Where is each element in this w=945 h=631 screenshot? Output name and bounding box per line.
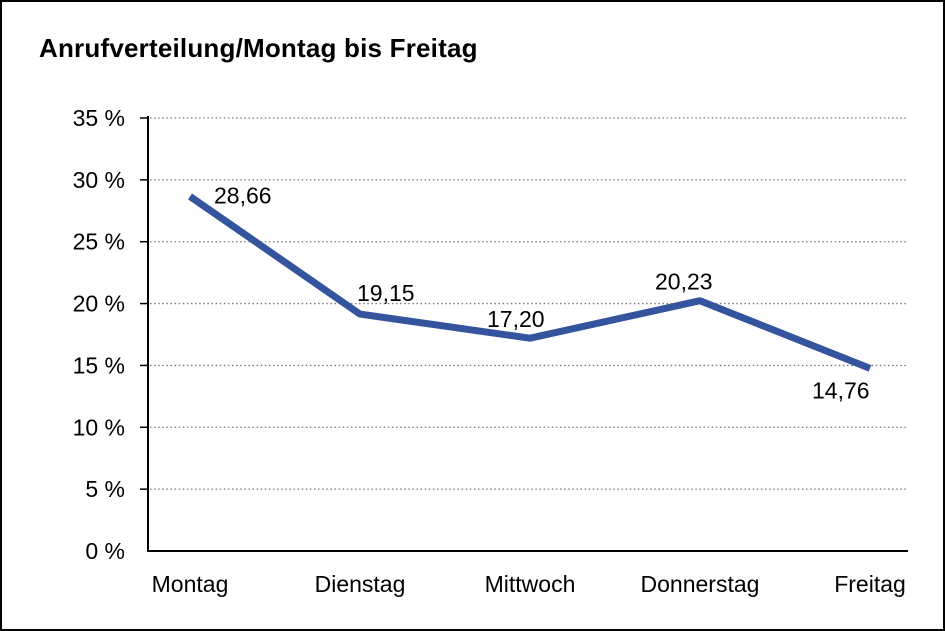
y-tick-label: 10 % <box>73 414 125 440</box>
data-series-line <box>188 193 872 372</box>
y-tick-label: 20 % <box>73 291 125 317</box>
x-category-label: Mittwoch <box>485 571 576 597</box>
data-point-label: 28,66 <box>214 182 272 208</box>
chart-title: Anrufverteilung/Montag bis Freitag <box>39 33 478 63</box>
x-category-label: Freitag <box>834 571 906 597</box>
x-category-label: Dienstag <box>315 571 406 597</box>
data-point-label: 20,23 <box>655 269 713 295</box>
y-tick-label: 35 % <box>73 105 125 131</box>
y-tick-label: 15 % <box>73 352 125 378</box>
y-tick-label: 5 % <box>85 476 125 502</box>
y-tick-label: 0 % <box>85 538 125 564</box>
x-category-label: Montag <box>152 571 229 597</box>
data-point-label: 17,20 <box>487 306 545 332</box>
x-category-label: Donnerstag <box>641 571 760 597</box>
data-point-label: 19,15 <box>357 280 415 306</box>
y-tick-label: 30 % <box>73 167 125 193</box>
y-tick-label: 25 % <box>73 229 125 255</box>
data-point-label: 14,76 <box>812 377 870 403</box>
